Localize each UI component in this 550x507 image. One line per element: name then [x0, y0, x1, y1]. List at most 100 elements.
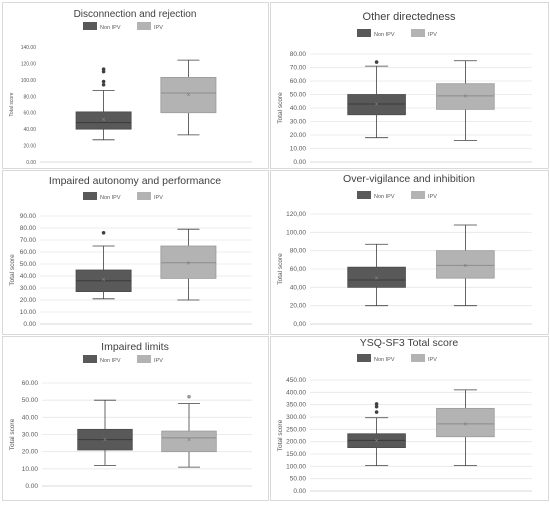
panel-border: [270, 170, 549, 335]
panel-border: [2, 170, 269, 335]
mean-marker-non-ipv: ×: [102, 117, 106, 124]
legend-label-ipv: IPV: [428, 32, 437, 38]
y-tick-label: 90.00: [20, 213, 37, 220]
y-tick-label: 100.00: [286, 463, 306, 470]
legend-label-ipv: IPV: [428, 194, 437, 200]
legend-label-non-ipv: Non IPV: [100, 25, 121, 31]
y-tick-label: 10.00: [22, 466, 39, 473]
mean-marker-non-ipv: ×: [102, 277, 106, 284]
y-tick-label: 20.00: [22, 449, 39, 456]
legend-swatch-ipv: [137, 355, 151, 363]
y-tick-label: 20.00: [23, 144, 36, 150]
y-tick-label: 60.00: [22, 380, 39, 387]
outlier-point-non-ipv: [101, 67, 106, 71]
y-tick-label: 60.00: [23, 111, 36, 117]
y-axis-label: Total score: [277, 92, 284, 124]
panel-border: [2, 336, 269, 501]
y-tick-label: 40.00: [22, 414, 39, 421]
box-ipv: [160, 245, 217, 279]
legend-label-ipv: IPV: [428, 357, 437, 363]
y-tick-label: 70.00: [20, 237, 37, 244]
y-tick-label: 50.00: [290, 92, 307, 99]
chart-panel-2: Other directedness Non IPV IPV 0.00 10.00 20.…: [270, 2, 549, 169]
y-tick-label: 60.00: [20, 249, 37, 256]
legend-label-non-ipv: Non IPV: [100, 195, 121, 201]
y-tick-label: 40,00: [290, 284, 307, 291]
y-tick-label: 150.00: [286, 451, 306, 458]
y-tick-label: 50.00: [22, 397, 39, 404]
y-tick-label: 80.00: [20, 225, 37, 232]
y-tick-label: 40.00: [290, 105, 307, 112]
box-non-ipv: [347, 266, 406, 288]
box-non-ipv: [75, 111, 132, 130]
legend-swatch-ipv: [411, 191, 425, 199]
mean-marker-ipv: ×: [186, 260, 190, 267]
chart-title: Disconnection and rejection: [74, 9, 197, 20]
y-tick-label: 70.00: [290, 65, 307, 72]
y-tick-label: 250.00: [286, 426, 306, 433]
chart-panel-4: Over-vigilance and inhibition Non IPV IPV 0…: [270, 170, 549, 335]
y-tick-label: 20.00: [290, 132, 307, 139]
outlier-point-ipv: [187, 394, 191, 399]
chart-panel-1: Disconnection and rejection Non IPV IPV 0.0…: [2, 2, 269, 169]
y-axis-label: Total score: [9, 418, 16, 450]
mean-marker-non-ipv: ×: [375, 276, 379, 283]
legend-swatch-non-ipv: [83, 22, 97, 30]
legend-swatch-non-ipv: [357, 354, 371, 362]
y-tick-label: 20.00: [20, 297, 37, 304]
outlier-point-non-ipv: [374, 402, 379, 406]
chart-title: Impaired autonomy and performance: [49, 175, 221, 187]
y-tick-label: 400.00: [286, 389, 306, 396]
box-ipv: [436, 83, 495, 110]
legend-swatch-ipv: [137, 22, 151, 30]
chart-panel-6: YSQ-SF3 Total score Non IPV IPV 0.00 50.00 10…: [270, 336, 549, 501]
y-tick-label: 120,00: [286, 211, 306, 218]
y-tick-label: 50.00: [20, 261, 37, 268]
outlier-point-non-ipv: [374, 60, 379, 64]
panel-border: [270, 2, 549, 169]
y-tick-label: 350.00: [286, 402, 306, 409]
panel-border: [270, 336, 549, 501]
legend-label-ipv: IPV: [154, 358, 163, 364]
y-tick-label: 0,00: [293, 321, 306, 328]
outlier-point-non-ipv: [101, 79, 106, 84]
y-tick-label: 100,00: [286, 229, 306, 236]
chart-title: Impaired limits: [101, 341, 169, 353]
legend-swatch-non-ipv: [357, 191, 371, 199]
panel-border: [2, 2, 269, 169]
y-tick-label: 140.00: [21, 45, 37, 51]
mean-marker-non-ipv: ×: [103, 437, 107, 444]
box-ipv: [161, 430, 217, 453]
y-axis-label: Total score: [9, 254, 16, 286]
y-tick-label: 0.00: [25, 483, 38, 490]
box-ipv: [436, 407, 495, 438]
y-tick-label: 10.00: [290, 146, 307, 153]
y-tick-label: 100.00: [21, 78, 37, 84]
outlier-point-non-ipv: [374, 404, 379, 409]
y-tick-label: 80,00: [290, 248, 307, 255]
mean-marker-ipv: ×: [187, 437, 191, 444]
y-tick-label: 60,00: [290, 266, 307, 273]
outlier-point-non-ipv: [101, 69, 106, 74]
y-tick-label: 80.00: [290, 51, 307, 58]
legend-label-non-ipv: Non IPV: [374, 32, 395, 38]
y-tick-label: 30.00: [22, 432, 39, 439]
y-tick-label: 300.00: [286, 414, 306, 421]
mean-marker-ipv: ×: [463, 263, 467, 270]
y-tick-label: 50.00: [290, 476, 307, 483]
mean-marker-non-ipv: ×: [375, 438, 379, 445]
y-tick-label: 0.00: [293, 159, 306, 166]
legend-swatch-ipv: [137, 192, 151, 200]
mean-marker-non-ipv: ×: [375, 101, 379, 108]
y-tick-label: 30.00: [20, 285, 37, 292]
outlier-point-non-ipv: [374, 410, 379, 414]
legend-swatch-non-ipv: [83, 192, 97, 200]
y-tick-label: 10.00: [20, 309, 37, 316]
legend-swatch-non-ipv: [357, 29, 371, 37]
outlier-point-non-ipv: [101, 82, 106, 87]
y-axis-label: Total score: [277, 419, 284, 451]
chart-panel-5: Impaired limits Non IPV IPV 0.00 10.00 20.00 3…: [2, 336, 269, 501]
legend-label-ipv: IPV: [154, 195, 163, 201]
